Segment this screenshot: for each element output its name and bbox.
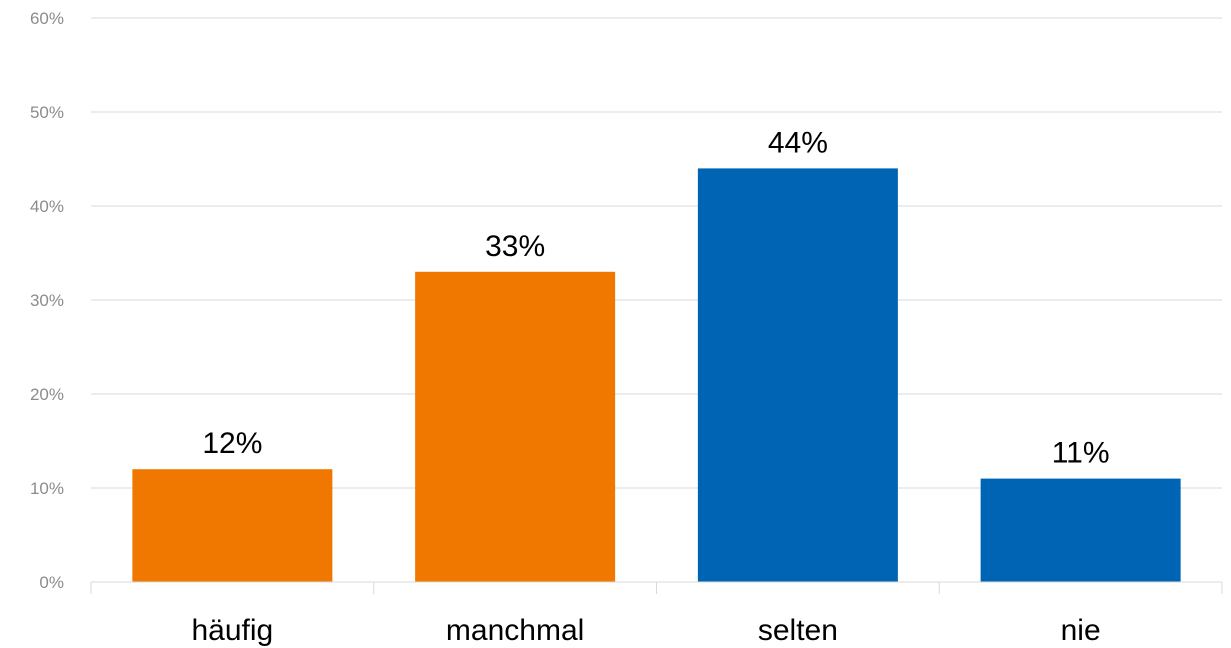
bar-selten bbox=[697, 168, 898, 582]
data-label-nie: 11% bbox=[1052, 437, 1110, 470]
x-tick-label-manchmal: manchmal bbox=[446, 614, 584, 647]
x-axis-category-labels: häufig manchmal selten nie bbox=[192, 614, 1101, 647]
x-axis bbox=[90, 581, 1223, 594]
y-tick-label-40: 40% bbox=[30, 197, 64, 216]
x-tick-label-nie: nie bbox=[1061, 614, 1101, 647]
data-labels: 12% 33% 44% 11% bbox=[202, 126, 1109, 469]
y-tick-label-20: 20% bbox=[30, 385, 64, 404]
bars bbox=[132, 168, 1181, 582]
bar-manchmal bbox=[415, 271, 616, 582]
data-label-manchmal: 33% bbox=[485, 230, 545, 263]
y-tick-label-60: 60% bbox=[30, 9, 64, 28]
y-tick-label-30: 30% bbox=[30, 291, 64, 310]
data-label-häufig: 12% bbox=[202, 427, 262, 460]
bar-nie bbox=[980, 478, 1181, 582]
y-axis-tick-labels: 0% 10% 20% 30% 40% 50% 60% bbox=[30, 9, 64, 592]
y-tick-label-0: 0% bbox=[39, 573, 64, 592]
y-tick-label-50: 50% bbox=[30, 103, 64, 122]
data-label-selten: 44% bbox=[768, 126, 828, 159]
y-tick-label-10: 10% bbox=[30, 479, 64, 498]
x-tick-label-selten: selten bbox=[758, 614, 838, 647]
x-tick-label-häufig: häufig bbox=[192, 614, 274, 647]
gridlines bbox=[91, 17, 1222, 489]
bar-häufig bbox=[132, 469, 333, 582]
